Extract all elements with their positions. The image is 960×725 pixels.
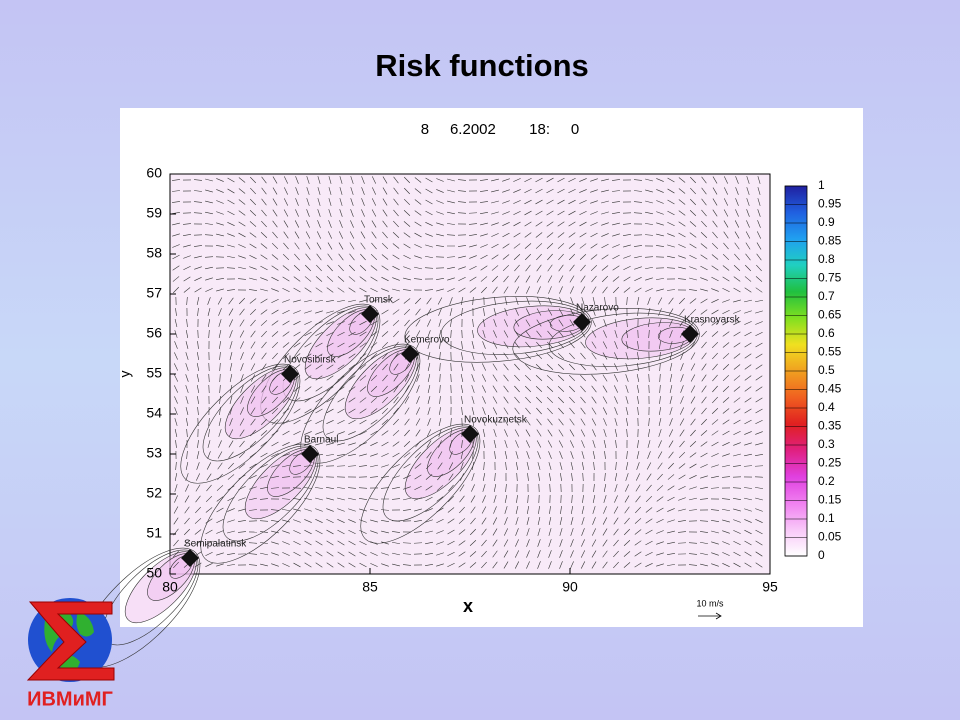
colorbar-label: 0.7: [818, 289, 835, 303]
colorbar-label: 0.8: [818, 252, 835, 266]
city-label: Novosibirsk: [284, 355, 337, 366]
city-label: Kemerovo: [404, 335, 450, 346]
colorbar-label: 0.05: [818, 530, 842, 544]
colorbar-label: 0.75: [818, 271, 842, 285]
y-tick-label: 51: [146, 525, 162, 541]
colorbar-label: 0.25: [818, 456, 842, 470]
y-tick-label: 56: [146, 325, 162, 341]
colorbar-label: 0.9: [818, 215, 835, 229]
city-label: Barnaul: [304, 435, 338, 446]
colorbar-label: 0.55: [818, 345, 842, 359]
colorbar-label: 0.4: [818, 400, 835, 414]
logo-text: ИВМиМГ: [27, 688, 113, 710]
x-axis-label: x: [463, 596, 473, 616]
city-label: Semipalatinsk: [184, 539, 247, 550]
y-tick-label: 58: [146, 245, 162, 261]
y-tick-label: 52: [146, 485, 162, 501]
city-label: Krasnoyarsk: [684, 315, 741, 326]
city-label: Novokuznetsk: [464, 415, 528, 426]
y-tick-label: 54: [146, 405, 162, 421]
y-tick-label: 55: [146, 365, 162, 381]
y-tick-label: 53: [146, 445, 162, 461]
colorbar-label: 0.1: [818, 511, 835, 525]
y-axis-label: y: [117, 371, 133, 378]
x-tick-label: 85: [362, 579, 378, 595]
colorbar-label: 0.35: [818, 419, 842, 433]
colorbar-label: 0.65: [818, 308, 842, 322]
colorbar-label: 0.95: [818, 197, 842, 211]
colorbar-label: 0.3: [818, 437, 835, 451]
x-tick-label: 90: [562, 579, 578, 595]
x-tick-label: 80: [162, 579, 178, 595]
subtitle: 8 6.2002 18: 0: [421, 121, 579, 138]
y-tick-label: 57: [146, 285, 162, 301]
city-label: Tomsk: [364, 295, 394, 306]
colorbar-label: 0.5: [818, 363, 835, 377]
city-label: Nazarovo: [576, 303, 619, 314]
y-tick-label: 59: [146, 205, 162, 221]
x-tick-label: 95: [762, 579, 778, 595]
colorbar-label: 0.45: [818, 382, 842, 396]
colorbar-label: 0.2: [818, 474, 835, 488]
colorbar-label: 0.6: [818, 326, 835, 340]
y-tick-label: 60: [146, 165, 162, 181]
slide-title: Risk functions: [375, 48, 589, 83]
colorbar-label: 1: [818, 178, 825, 192]
logo: ИВМиМГ: [27, 598, 114, 710]
vector-scale-label: 10 m/s: [696, 598, 724, 608]
colorbar-label: 0.15: [818, 493, 842, 507]
colorbar-label: 0.85: [818, 234, 842, 248]
colorbar-label: 0: [818, 548, 825, 562]
y-tick-label: 50: [146, 565, 162, 581]
